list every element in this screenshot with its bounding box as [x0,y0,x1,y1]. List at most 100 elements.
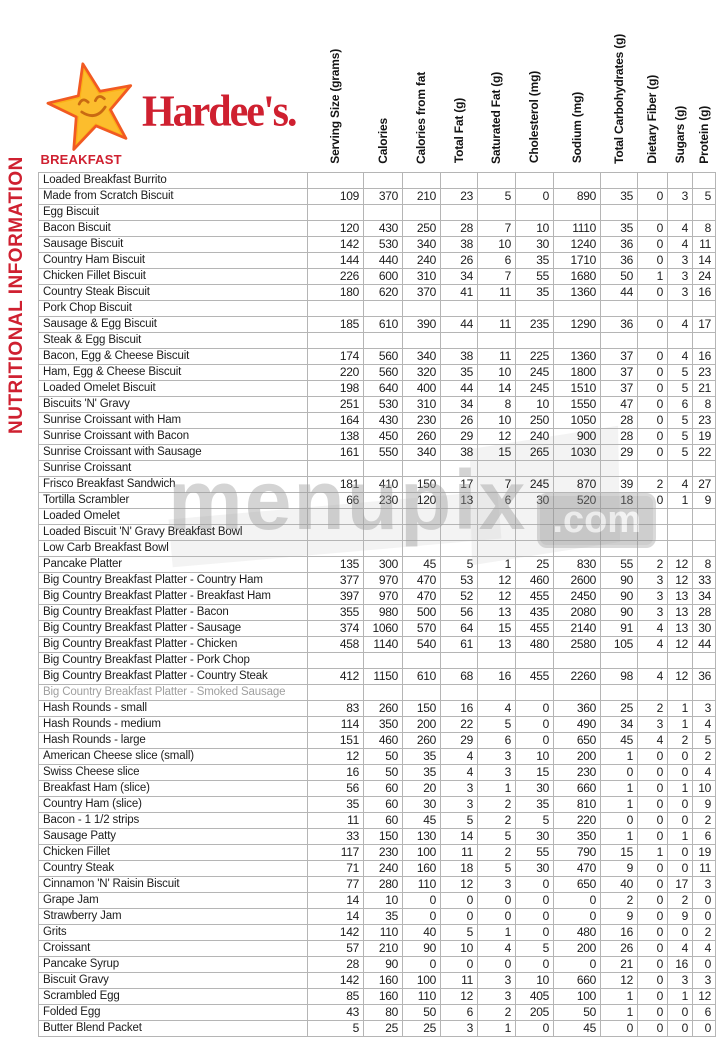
value-cell: 3 [667,267,693,285]
value-cell [440,507,478,525]
value-cell: 15 [515,763,554,781]
value-cell: 14 [440,827,478,845]
value-cell: 29 [440,731,478,749]
value-cell [637,683,668,701]
table-row: Grits 142 110 40 5 1 0 480 16 0 0 2 [38,923,716,941]
value-cell: 14 [692,251,716,269]
value-cell: 8 [692,555,716,573]
value-cell: 4 [440,747,478,765]
value-cell: 0 [600,763,638,781]
value-cell: 200 [553,747,601,765]
value-cell: 1 [600,747,638,765]
value-cell: 480 [553,923,601,941]
column-header-label: Total Carbohydrates (g) [611,33,626,164]
table-row: Country Steak 71 240 160 18 5 30 470 9 0 0 11 [38,859,716,877]
value-cell: 660 [553,971,601,989]
value-cell: 1290 [553,315,601,333]
value-cell: 374 [307,619,364,637]
value-cell [440,539,478,557]
value-cell: 370 [402,283,441,301]
value-cell: 85 [307,987,364,1005]
value-cell: 0 [637,283,668,301]
value-cell: 220 [307,363,364,381]
value-cell: 2 [692,923,716,941]
value-cell: 13 [477,635,516,653]
value-cell: 29 [600,443,638,461]
value-cell: 3 [667,187,693,205]
value-cell: 83 [307,699,364,717]
value-cell: 200 [402,715,441,733]
value-cell: 790 [553,843,601,861]
item-name-cell: Grape Jam [38,891,308,909]
value-cell: 1 [477,1019,516,1037]
value-cell: 4 [477,699,516,717]
value-cell [600,507,638,525]
value-cell: 230 [402,411,441,429]
value-cell: 0 [637,939,668,957]
item-name-cell: Biscuit Gravy [38,971,308,989]
value-cell: 235 [515,315,554,333]
value-cell: 6 [667,395,693,413]
value-cell: 12 [477,571,516,589]
value-cell [363,651,403,669]
value-cell: 0 [667,1003,693,1021]
value-cell: 1060 [363,619,403,637]
value-cell: 23 [440,187,478,205]
value-cell: 0 [515,1019,554,1037]
item-name-cell: Bacon - 1 1/2 strips [38,811,308,829]
value-cell: 7 [477,219,516,237]
value-cell: 50 [363,763,403,781]
header-row: BREAKFAST Serving Size (grams) Calories Ca… [39,18,716,172]
table-row: Loaded Biscuit 'N' Gravy Breakfast Bowl [38,523,716,541]
value-cell: 412 [307,667,364,685]
value-cell: 650 [553,731,601,749]
value-cell: 37 [600,363,638,381]
value-cell: 181 [307,475,364,493]
value-cell: 50 [600,267,638,285]
table-row: Butter Blend Packet 5 25 25 3 1 0 45 0 0 0 0 [38,1019,716,1037]
value-cell: 0 [637,363,668,381]
value-cell: 1550 [553,395,601,413]
table-row: Hash Rounds - large 151 460 260 29 6 0 650 45 4 2 5 [38,731,716,749]
value-cell [637,539,668,557]
value-cell: 0 [553,891,601,909]
value-cell: 250 [515,411,554,429]
item-name-cell: Sunrise Croissant with Bacon [38,427,308,445]
table-row: Sausage & Egg Biscuit 185 610 390 44 11 235 129… [38,315,716,333]
value-cell [553,539,601,557]
value-cell: 34 [692,587,716,605]
value-cell [440,299,478,317]
value-cell: 60 [363,811,403,829]
value-cell: 90 [402,939,441,957]
value-cell: 1140 [363,635,403,653]
column-header-label: Serving Size (grams) [328,48,343,164]
value-cell: 57 [307,939,364,957]
item-name-cell: Croissant [38,939,308,957]
value-cell: 30 [515,859,554,877]
value-cell: 61 [440,635,478,653]
value-cell: 8 [692,219,716,237]
value-cell: 28 [600,427,638,445]
value-cell: 460 [515,571,554,589]
value-cell [477,299,516,317]
value-cell: 13 [440,491,478,509]
item-name-cell: Breakfast Ham (slice) [38,779,308,797]
value-cell: 68 [440,667,478,685]
value-cell: 440 [363,251,403,269]
value-cell [553,203,601,221]
value-cell: 40 [600,875,638,893]
value-cell [363,203,403,221]
column-header: Saturated Fat (g) [478,18,516,172]
value-cell [402,459,441,477]
table-row: Egg Biscuit [38,203,716,221]
table-row: Sausage Patty 33 150 130 14 5 30 350 1 0 1 6 [38,827,716,845]
section-title: BREAKFAST [40,151,122,167]
value-cell: 240 [515,427,554,445]
value-cell: 0 [637,251,668,269]
value-cell: 1 [637,267,668,285]
value-cell [477,683,516,701]
value-cell: 0 [667,763,693,781]
value-cell: 2 [477,1003,516,1021]
value-cell: 3 [440,795,478,813]
value-cell [440,459,478,477]
